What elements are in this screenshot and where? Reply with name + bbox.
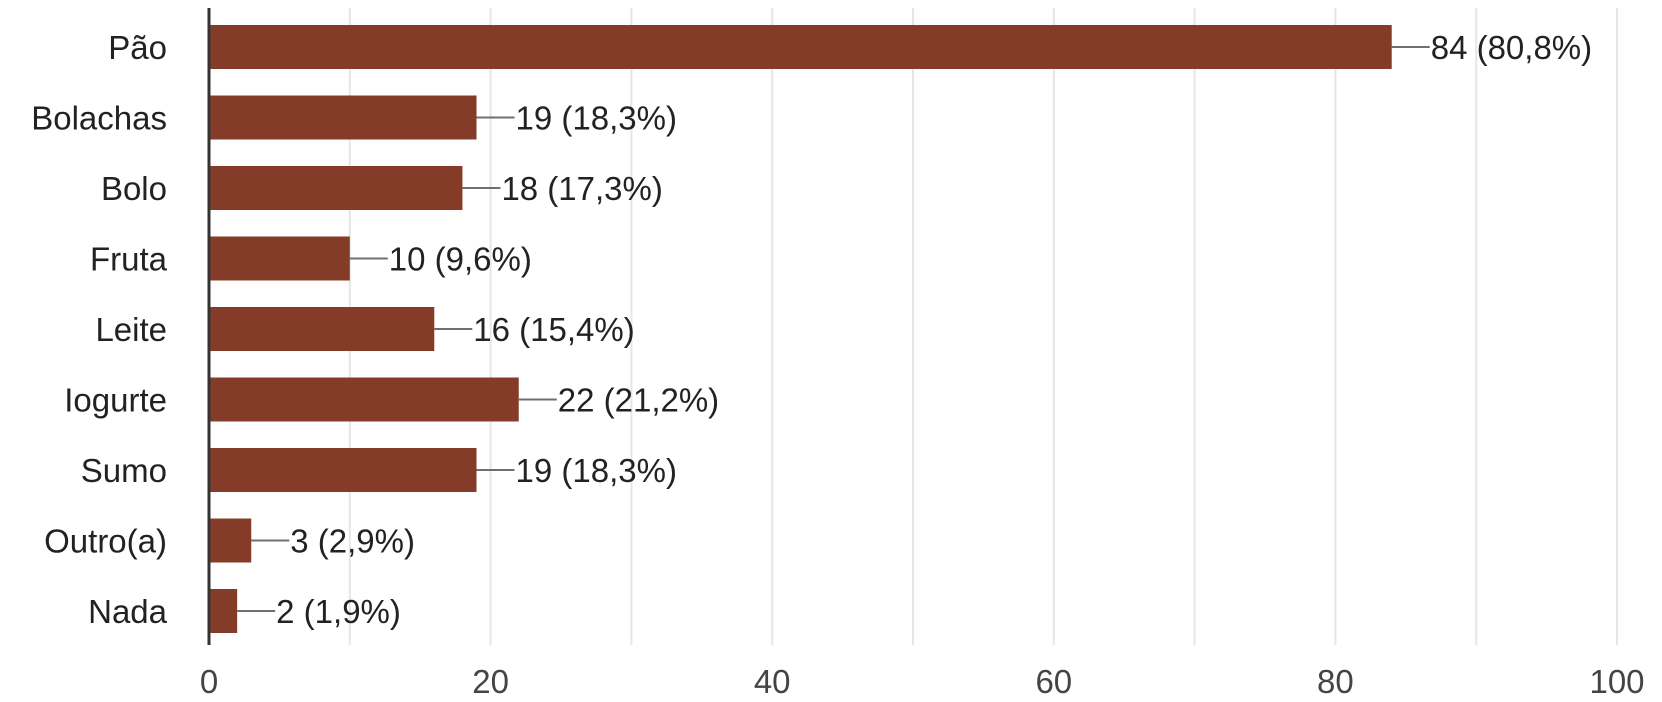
data-label: 84 (80,8%) — [1431, 29, 1592, 66]
data-label: 3 (2,9%) — [290, 523, 415, 560]
bar-0 — [209, 25, 1392, 69]
bar-3 — [209, 236, 350, 281]
bar-7 — [209, 518, 252, 563]
data-label: 19 (18,3%) — [516, 452, 677, 489]
bar-4 — [209, 307, 435, 351]
data-label: 16 (15,4%) — [473, 311, 634, 348]
bars — [209, 25, 1430, 633]
category-label: Outro(a) — [44, 523, 167, 560]
labels: 84 (80,8%) Pão 19 (18,3%) Bolachas 18 (17,3%… — [31, 29, 1644, 700]
category-label: Nada — [88, 593, 168, 630]
data-label: 18 (17,3%) — [501, 170, 662, 207]
x-tick-label: 20 — [472, 663, 509, 700]
data-label: 22 (21,2%) — [558, 382, 719, 419]
category-label: Fruta — [90, 241, 168, 278]
x-tick-label: 80 — [1317, 663, 1354, 700]
category-label: Bolo — [101, 170, 167, 207]
bar-5 — [209, 377, 519, 422]
category-label: Sumo — [81, 452, 167, 489]
category-label: Bolachas — [31, 100, 167, 137]
bar-6 — [209, 448, 477, 492]
grid-lines — [348, 8, 1618, 645]
x-tick-label: 40 — [754, 663, 791, 700]
bar-2 — [209, 166, 463, 210]
x-tick-label: 60 — [1035, 663, 1072, 700]
category-label: Pão — [108, 29, 167, 66]
x-tick-label: 0 — [200, 663, 218, 700]
x-tick-label: 100 — [1589, 663, 1644, 700]
category-label: Leite — [95, 311, 167, 348]
bar-1 — [209, 95, 477, 140]
bar-8 — [209, 589, 238, 633]
data-label: 2 (1,9%) — [276, 593, 401, 630]
data-label: 10 (9,6%) — [389, 241, 532, 278]
data-label: 19 (18,3%) — [516, 100, 677, 137]
category-label: Iogurte — [64, 382, 167, 419]
